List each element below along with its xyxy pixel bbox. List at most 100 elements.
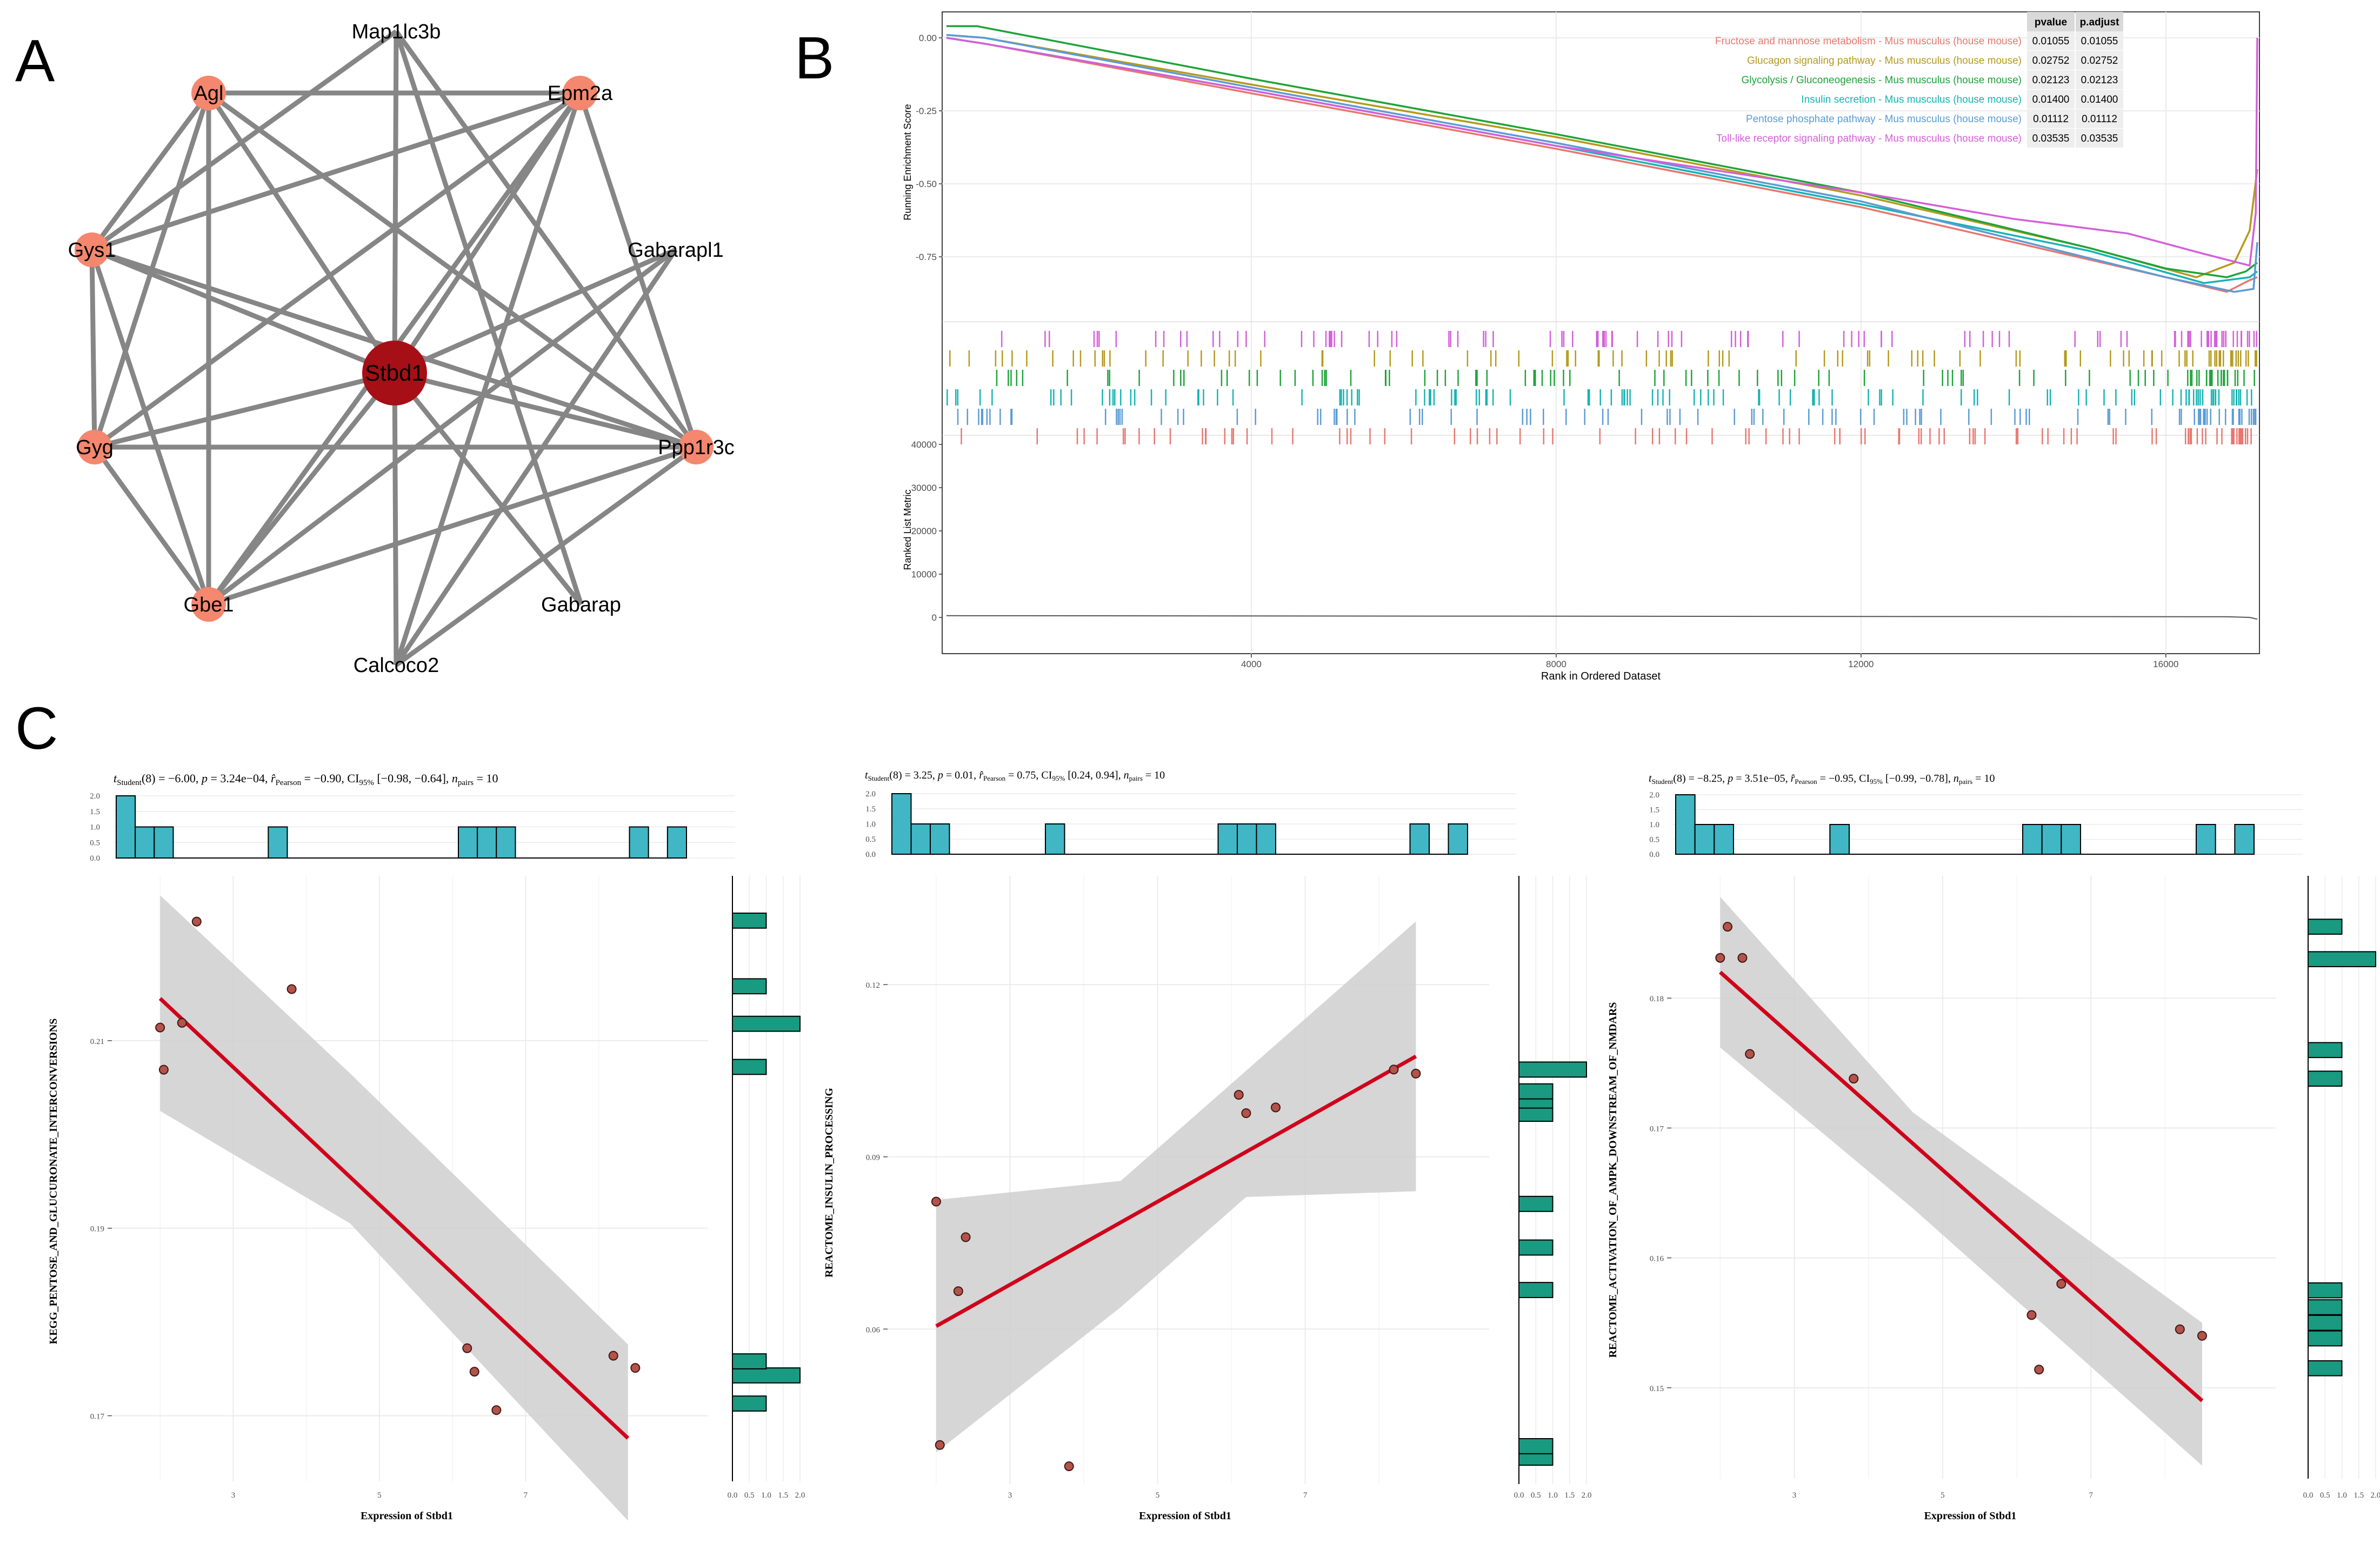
top-hist-bar <box>629 826 649 859</box>
top-hist-bar <box>496 826 516 859</box>
gsea-x-axis-label: Rank in Ordered Dataset <box>1541 670 1661 682</box>
hist-ytick-label: 1.5 <box>1649 806 1659 815</box>
table-row-name: Insulin secretion - Mus musculus (house … <box>1801 94 2022 105</box>
ytick-label: 0.09 <box>866 1154 880 1162</box>
metric-y-axis-label: Ranked List Metric <box>902 489 913 570</box>
edge-gys1-stbd1 <box>91 247 396 376</box>
top-hist-bar <box>1409 823 1430 855</box>
table-cell <box>2027 129 2075 148</box>
regression-line <box>935 1054 1417 1328</box>
table-row-pvalue: 0.02123 <box>2032 75 2070 86</box>
confidence-band <box>160 895 628 1521</box>
data-point <box>2026 1310 2037 1320</box>
data-point <box>1737 953 1748 963</box>
side-hist-bar <box>2308 919 2343 935</box>
node-label-ppp1r3c: Ppp1r3c <box>658 436 735 459</box>
side-hist-bar <box>2308 1330 2343 1347</box>
x-axis-label: Expression of Stbd1 <box>1924 1510 2017 1522</box>
table-row-name: Pentose phosphate pathway - Mus musculus… <box>1746 114 2022 125</box>
table-cell <box>2027 31 2075 50</box>
hist-ytick-label: 1.0 <box>1649 821 1659 829</box>
data-point <box>2197 1331 2207 1341</box>
table-row-padjust: 0.01055 <box>2081 36 2118 47</box>
edge-epm2a-stbd1 <box>392 91 582 375</box>
node-agl <box>191 76 226 110</box>
scatter-plot-insulin: 0.06 0.09 0.12 3 5 7 Expression of Stbd1 REACTO… <box>823 769 1591 1522</box>
data-point <box>1715 953 1725 963</box>
side-hist-bar <box>2308 1070 2343 1087</box>
side-hist-xtick-label: 1.0 <box>761 1491 771 1500</box>
side-hist-xtick-label: 1.0 <box>1548 1491 1558 1500</box>
data-point <box>155 1022 165 1033</box>
table-cell <box>2027 51 2075 70</box>
edge-epm2a-ppp1r3c <box>577 92 699 448</box>
ytick-label: 0.18 <box>1650 995 1664 1003</box>
data-point <box>2175 1324 2185 1334</box>
data-point <box>469 1367 479 1377</box>
side-hist-bar <box>732 1395 767 1412</box>
side-hist-bar <box>1518 1083 1554 1100</box>
data-point <box>1389 1065 1399 1075</box>
hist-ytick-label: 0.0 <box>865 850 876 859</box>
hist-ytick-label: 0.0 <box>90 854 100 863</box>
edge-ppp1r3c-calcoco2 <box>395 445 698 667</box>
top-hist-bar <box>458 826 478 859</box>
data-point <box>630 1363 641 1373</box>
top-hist-bar <box>1448 823 1468 855</box>
xtick-label: 7 <box>2089 1491 2093 1500</box>
edge-stbd1-gbe1 <box>206 371 397 606</box>
edge-map1lc3b-gabarap <box>394 30 584 606</box>
side-hist-bar <box>732 1059 767 1075</box>
edge-stbd1-ppp1r3c <box>394 370 697 450</box>
gsea-plot: 0.00 -0.25 -0.50 -0.75 Running Enrichment Sc… <box>902 11 2260 682</box>
xtick-label: 3 <box>1008 1491 1012 1500</box>
node-epm2a <box>563 76 597 110</box>
data-point <box>961 1232 971 1242</box>
edge-gys1-gbe1 <box>89 249 211 606</box>
gsea-y-axis-label: Running Enrichment Score <box>902 104 913 220</box>
table-row-pvalue: 0.03535 <box>2032 133 2070 144</box>
node-stbd1 <box>362 341 427 405</box>
table-row-name: Glycolysis / Gluconeogenesis - Mus muscu… <box>1742 75 2022 86</box>
side-hist-bar <box>732 912 767 929</box>
top-hist-bar <box>135 826 155 859</box>
top-histogram: 0.0 0.5 1.0 1.5 2.0 <box>90 792 735 863</box>
x-axis-label: Expression of Stbd1 <box>1139 1510 1231 1522</box>
gsea-ytick-label: -0.75 <box>916 252 937 262</box>
gsea-ytick-label: -0.25 <box>916 106 937 116</box>
side-hist-xtick-label: 1.5 <box>2354 1491 2364 1500</box>
edge-gyg-gbe1 <box>92 445 211 606</box>
table-row-name: Fructose and mannose metabolism - Mus mu… <box>1715 36 2022 47</box>
hist-ytick-label: 0.5 <box>1649 836 1659 844</box>
node-label-gabarapl1: Gabarapl1 <box>628 239 723 262</box>
side-hist-bar <box>732 1353 767 1369</box>
edge-map1lc3b-ppp1r3c <box>394 30 698 449</box>
top-hist-bar <box>2196 824 2216 855</box>
side-hist-xtick-label: 0.5 <box>744 1491 755 1500</box>
table-cell <box>2076 109 2123 128</box>
scatter-plot-kegg: 0.17 0.19 0.21 3 5 7 Expression of Stbd1 KEGG_P… <box>48 772 805 1522</box>
network-nodes: Map1lc3b Agl Epm2a Gys1 Gabarapl1 Stbd1 Gyg Ppp… <box>68 21 735 677</box>
top-hist-bar <box>2061 824 2081 855</box>
gsea-stats-table: pvalue p.adjust Fructose and mannose metab… <box>1715 12 2123 148</box>
node-gys1 <box>75 232 109 267</box>
edge-epm2a-gyg <box>93 91 582 449</box>
data-point <box>1271 1102 1281 1113</box>
side-hist-bar <box>2308 951 2376 967</box>
xtick-label: 3 <box>231 1491 236 1500</box>
data-point <box>1064 1461 1074 1472</box>
top-hist-bar <box>1237 823 1257 855</box>
gsea-ranked-metric <box>946 615 2258 620</box>
stats-subtitle: tStudent(8) = 3.25, p = 0.01, r̂Pearson … <box>865 769 1165 782</box>
table-cell <box>2027 109 2075 128</box>
side-hist-xtick-label: 2.0 <box>1582 1491 1592 1500</box>
y-axis-label: REACTOME_ACTIVATION_OF_AMPK_DOWNSTREAM_O… <box>1607 1002 1619 1358</box>
node-label-gyg: Gyg <box>76 436 114 459</box>
regression-line <box>158 997 630 1440</box>
node-label-map1lc3b: Map1lc3b <box>352 21 441 43</box>
node-label-stbd1: Stbd1 <box>365 360 424 385</box>
table-cell <box>2027 90 2075 109</box>
side-hist-xtick-label: 1.5 <box>1564 1491 1575 1500</box>
gsea-axes: 0.00 -0.25 -0.50 -0.75 Running Enrichment Sc… <box>902 33 2178 682</box>
